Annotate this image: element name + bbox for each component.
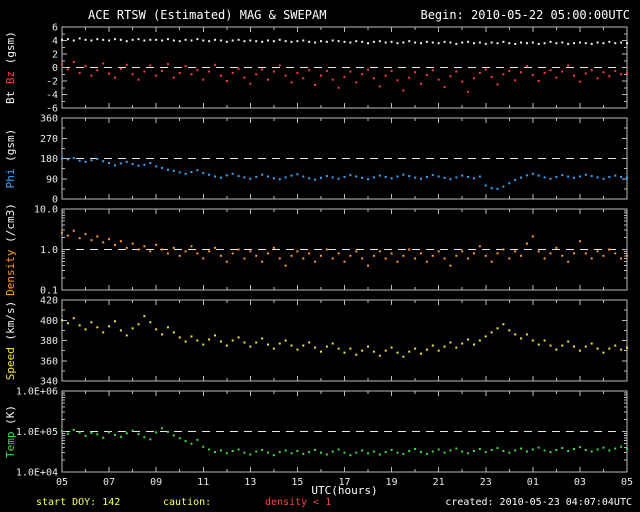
series-bz [61,61,628,93]
y-tick-label: 0 [52,195,58,206]
series-bt [61,37,628,45]
y-tick-label: 400 [40,316,58,327]
y-tick-label: -2 [46,77,58,88]
y-tick-label: 0 [52,63,58,74]
x-tick-label: 19 [386,477,398,488]
y-axis-label-temp: Temp (K) [4,405,17,458]
x-tick-label: 11 [197,477,209,488]
y-tick-label: 10.0 [34,205,58,216]
footer-start-doy: start DOY: 142 [36,497,121,508]
y-tick-label: -6 [46,104,58,115]
y-tick-label: 2 [52,50,58,61]
x-tick-label: 23 [480,477,492,488]
series-density [61,229,628,267]
x-tick-label: 21 [433,477,445,488]
y-tick-label: 270 [40,134,58,145]
y-axis-label-density: Density (/cm3) [4,203,17,296]
y-tick-label: 1.0E+05 [16,427,58,438]
y-tick-label: 1.0 [40,245,58,256]
y-axis-label-phi: Phi (gsm) [4,129,17,189]
panel-mag: 6 4 2 0 -2 -4 -6 Bt Bz (gsm) [4,23,628,115]
y-tick-label: -4 [46,90,58,101]
panel-speed: 420 400 380 360 340 Speed (km/s) [4,296,628,388]
panel-frame [61,299,628,382]
y-tick-label: 380 [40,336,58,347]
footer-caution-label: caution: [163,497,212,508]
y-tick-label: 360 [40,114,58,125]
x-tick-label: 07 [103,477,115,488]
series-phi [61,157,628,190]
y-tick-label: 4 [52,36,58,47]
y-tick-label: 90 [46,174,58,185]
x-tick-label: 15 [291,477,303,488]
y-tick-label: 180 [40,154,58,165]
panel-density: 10.0 1.0 0.1 Density (/cm3) [4,203,628,297]
y-tick-label: 340 [40,377,58,388]
panel-temp: 1.0E+06 1.0E+05 1.0E+04 Temp (K) [4,387,628,479]
y-axis-label-mag: Bt Bz (gsm) [4,31,17,104]
x-tick-label: 09 [150,477,162,488]
x-tick-label: 13 [244,477,256,488]
panel-phi: 360 270 180 90 0 Phi (gsm) [4,114,628,206]
footer-caution-value: density < 1 [265,497,332,508]
x-tick-label: 03 [574,477,586,488]
y-tick-label: 1.0E+04 [16,468,58,479]
series-temp [61,427,628,457]
x-tick-label: 05 [56,477,68,488]
y-tick-label: 420 [40,296,58,307]
footer-created-time: created: 2010-05-23 04:07:04UTC [445,497,632,508]
series-speed [61,315,628,358]
y-axis-label-speed: Speed (km/s) [4,301,17,380]
y-tick-label: 360 [40,356,58,367]
x-tick-label: 05 [621,477,633,488]
x-axis-title: UTC(hours) [311,484,378,497]
y-tick-label: 6 [52,23,58,34]
x-tick-label: 01 [527,477,539,488]
y-tick-label: 1.0E+06 [16,387,58,398]
plot-title: ACE RTSW (Estimated) MAG & SWEPAM [88,8,327,22]
x-tick-label: 17 [338,477,350,488]
y-tick-label: 0.1 [40,286,58,297]
plot-begin-time: Begin: 2010-05-22 05:00:00UTC [420,8,630,22]
